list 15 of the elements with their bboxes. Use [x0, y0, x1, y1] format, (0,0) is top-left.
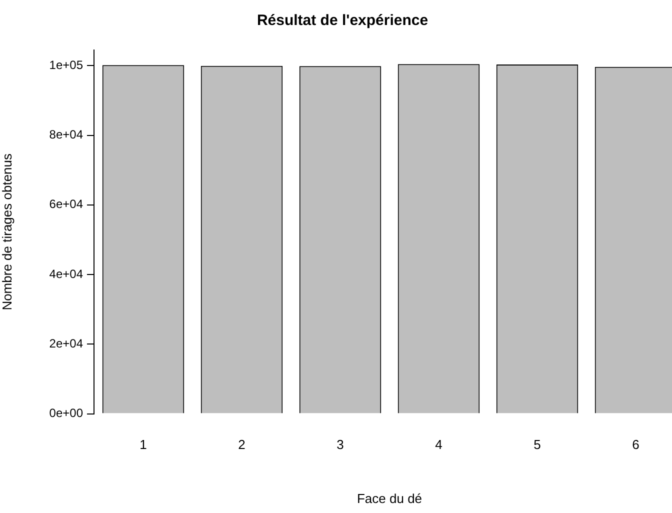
x-tick-label: 6: [632, 437, 640, 452]
y-tick-label: 6e+04: [49, 197, 84, 212]
y-tick-label: 2e+04: [49, 336, 84, 350]
chart-title: Résultat de l'expérience: [256, 12, 428, 30]
x-tick-label: 3: [336, 437, 344, 452]
x-tick-label: 2: [238, 437, 246, 452]
x-tick-label: 4: [435, 437, 442, 452]
y-axis-title: Nombre de tirages obtenus: [0, 152, 14, 310]
x-tick-label: 5: [534, 437, 541, 452]
y-tick-label: 4e+04: [49, 266, 84, 281]
x-tick-label: 1: [140, 437, 147, 452]
y-tick-label: 0e+00: [49, 406, 84, 420]
x-axis-title: Face du dé: [356, 490, 422, 506]
y-tick-label: 8e+04: [49, 128, 84, 142]
y-tick-label: 1e+05: [49, 58, 84, 72]
